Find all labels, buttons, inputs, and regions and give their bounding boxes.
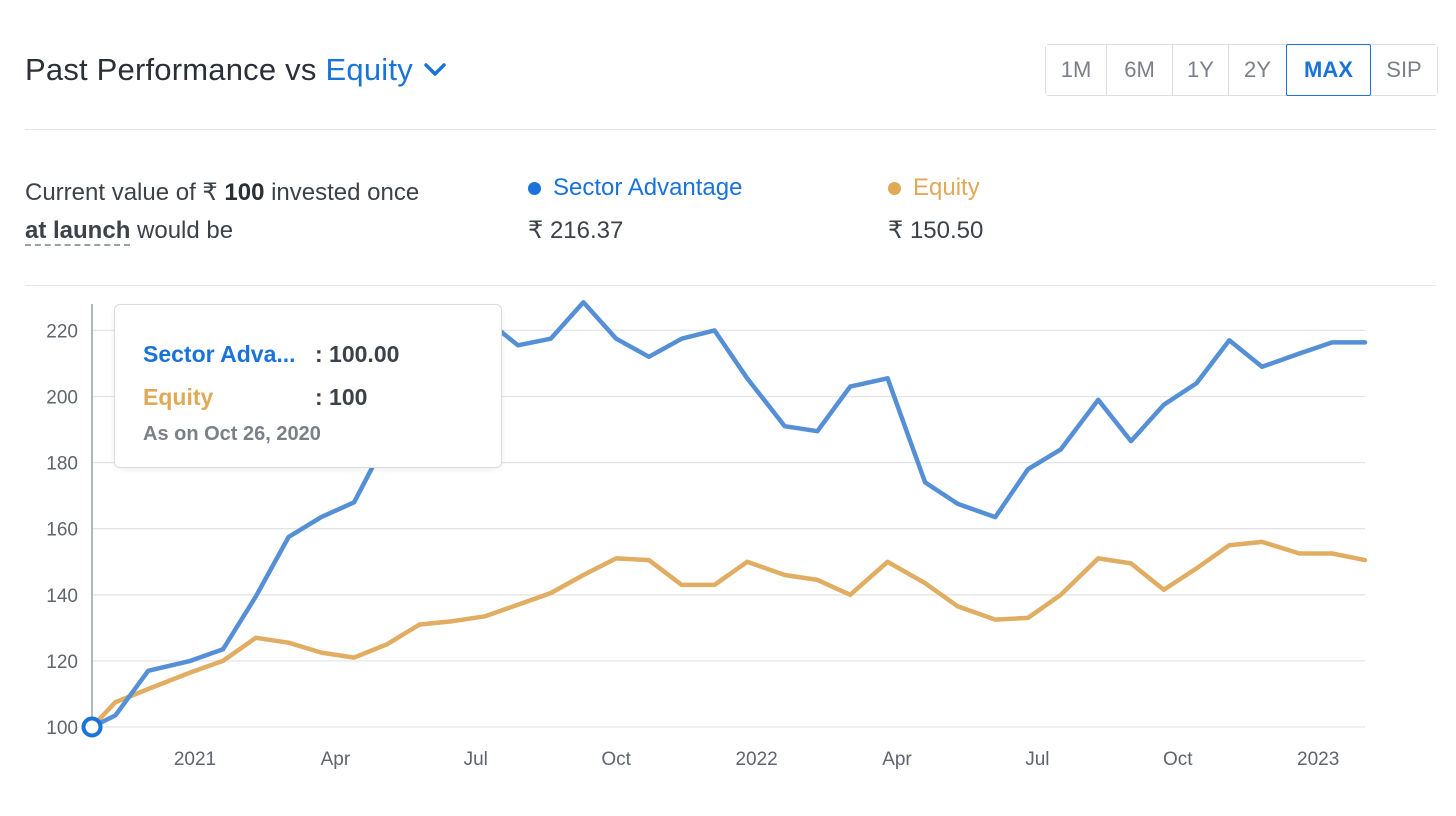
legend-series-value: ₹ 216.37 <box>528 217 624 244</box>
y-tick-label: 220 <box>46 321 78 342</box>
x-tick-label: Apr <box>321 749 351 770</box>
x-tick-label: Oct <box>601 749 631 770</box>
summary-prefix: Current value of ₹ <box>25 179 218 206</box>
x-tick-label: 2023 <box>1297 749 1339 770</box>
legend-series-value: ₹ 150.50 <box>888 217 984 244</box>
section-title: Past Performance vs Equity <box>25 52 447 88</box>
summary-suffix: would be <box>137 217 234 244</box>
range-button-max[interactable]: MAX <box>1286 44 1371 96</box>
compare-dropdown[interactable]: Equity <box>326 52 447 88</box>
tooltip-series1-value: : 100.00 <box>315 341 400 367</box>
range-button-6m[interactable]: 6M <box>1107 45 1173 95</box>
tooltip-series2-label: Equity <box>143 384 214 410</box>
legend-series-name: Equity <box>913 174 980 201</box>
legend-dot <box>528 181 541 195</box>
summary-mid: invested once <box>271 179 420 206</box>
at-launch-link[interactable]: at launch <box>25 217 131 246</box>
header-divider <box>25 129 1436 130</box>
y-tick-label: 160 <box>46 520 78 541</box>
hover-marker <box>81 716 103 738</box>
legend-equity: Equity ₹ 150.50 <box>888 174 983 245</box>
x-tick-label: 2022 <box>735 749 777 770</box>
y-tick-label: 180 <box>46 454 78 475</box>
y-tick-label: 120 <box>46 652 78 673</box>
legend-series-name: Sector Advantage <box>553 174 743 201</box>
range-button-1y[interactable]: 1Y <box>1173 45 1229 95</box>
range-button-sip[interactable]: SIP <box>1371 45 1437 95</box>
x-tick-label: Apr <box>882 749 912 770</box>
x-tick-label: Jul <box>1025 749 1049 770</box>
legend-dot <box>888 181 901 195</box>
summary-description: Current value of ₹ 100 invested once at … <box>25 174 419 250</box>
range-selector: 1M 6M 1Y 2Y MAX SIP <box>1045 44 1438 96</box>
series-line-equity <box>89 539 1368 730</box>
y-tick-label: 140 <box>46 586 78 607</box>
summary-amount: 100 <box>224 179 265 206</box>
y-tick-label: 100 <box>46 718 78 739</box>
x-tick-label: 2021 <box>174 749 216 770</box>
y-tick-label: 200 <box>46 388 78 409</box>
tooltip-series1-label: Sector Adva... <box>143 341 296 367</box>
tooltip-date: As on Oct 26, 2020 <box>143 423 321 445</box>
chevron-down-icon <box>424 63 446 76</box>
chart-divider <box>25 285 1436 286</box>
compare-label: Equity <box>325 52 413 87</box>
chart-tooltip: Sector Adva... : 100.00 Equity : 100 As … <box>114 304 502 468</box>
x-tick-label: Jul <box>464 749 488 770</box>
series-line-sector-advantage <box>89 300 1368 730</box>
range-button-2y[interactable]: 2Y <box>1229 45 1287 95</box>
range-button-1m[interactable]: 1M <box>1046 45 1107 95</box>
tooltip-series2-value: : 100 <box>315 384 368 410</box>
legend-sector-advantage: Sector Advantage ₹ 216.37 <box>528 174 742 245</box>
x-tick-label: Oct <box>1163 749 1193 770</box>
title-text: Past Performance vs <box>25 52 317 87</box>
